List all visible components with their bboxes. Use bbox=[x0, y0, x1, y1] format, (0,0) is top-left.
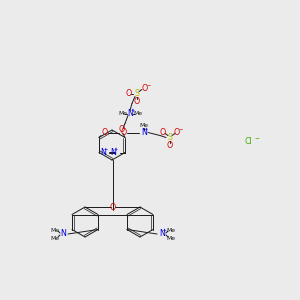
Text: O: O bbox=[167, 141, 173, 150]
Text: Me: Me bbox=[118, 111, 127, 116]
Text: O: O bbox=[119, 125, 125, 134]
Text: N: N bbox=[110, 148, 116, 157]
Text: N: N bbox=[159, 230, 165, 238]
Text: −: − bbox=[147, 83, 151, 88]
Text: O: O bbox=[126, 89, 132, 98]
Text: O: O bbox=[174, 128, 180, 137]
Text: N: N bbox=[127, 109, 133, 118]
Text: N: N bbox=[100, 148, 106, 157]
Text: O: O bbox=[102, 128, 108, 137]
Text: Me: Me bbox=[134, 111, 142, 116]
Text: Me: Me bbox=[50, 227, 60, 232]
Text: +: + bbox=[144, 127, 148, 132]
Text: −: − bbox=[179, 127, 183, 132]
Text: N: N bbox=[60, 230, 66, 238]
Text: Me: Me bbox=[50, 236, 60, 241]
Text: O: O bbox=[160, 128, 166, 137]
Text: S: S bbox=[167, 133, 172, 142]
Text: S: S bbox=[134, 89, 140, 98]
Text: Cl: Cl bbox=[244, 137, 252, 146]
Text: Me: Me bbox=[140, 123, 148, 128]
Text: N: N bbox=[141, 128, 147, 137]
Text: −: − bbox=[255, 136, 260, 140]
Text: +: + bbox=[131, 108, 135, 113]
Text: +: + bbox=[114, 147, 118, 152]
Text: O: O bbox=[142, 84, 148, 93]
Text: O: O bbox=[134, 97, 140, 106]
Text: O: O bbox=[110, 202, 116, 211]
Text: Me: Me bbox=[167, 236, 176, 241]
Text: Me: Me bbox=[167, 227, 176, 232]
Text: −: − bbox=[104, 147, 108, 152]
Text: O: O bbox=[121, 128, 127, 137]
Text: +: + bbox=[161, 229, 166, 233]
